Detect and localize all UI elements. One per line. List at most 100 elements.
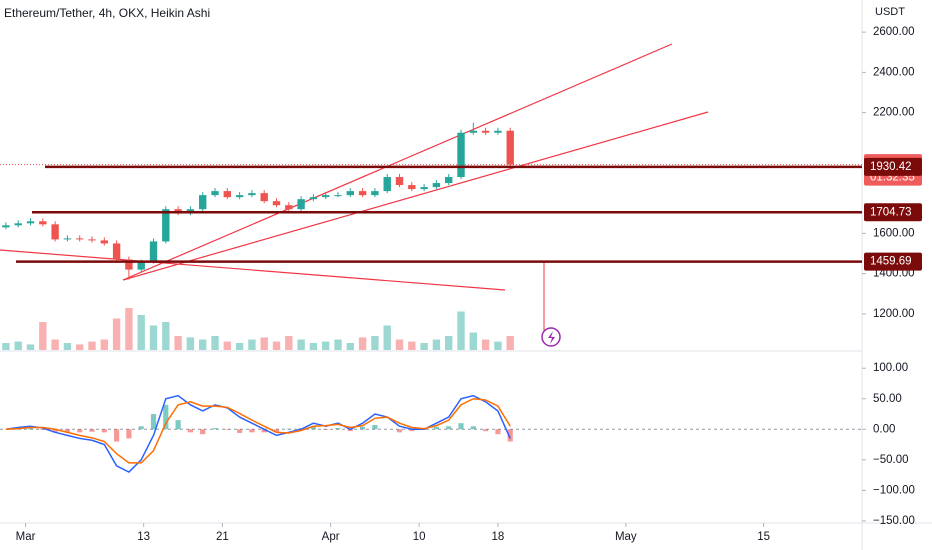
volume-bar bbox=[481, 339, 490, 350]
histogram-bar bbox=[212, 428, 218, 430]
volume-bar bbox=[506, 336, 514, 350]
level-label-box bbox=[864, 157, 922, 176]
trend-line bbox=[122, 43, 673, 281]
histogram-bar bbox=[114, 429, 120, 442]
histogram-bar bbox=[187, 429, 193, 433]
candle-body bbox=[358, 191, 367, 196]
candle-body bbox=[346, 191, 355, 196]
volume-bar bbox=[76, 344, 84, 350]
level-label-box bbox=[864, 252, 922, 271]
candle-body bbox=[371, 191, 379, 196]
volume-bar bbox=[223, 341, 231, 350]
histogram-bar bbox=[175, 420, 181, 430]
volume-bar bbox=[137, 315, 145, 350]
histogram-bar bbox=[495, 429, 501, 435]
x-tick-label: 10 bbox=[413, 531, 426, 543]
volume-bar bbox=[100, 339, 108, 350]
candle-body bbox=[137, 261, 145, 270]
candle-body bbox=[112, 243, 121, 260]
volume-bar bbox=[408, 341, 416, 350]
volume-bar bbox=[248, 339, 256, 350]
histogram-bar bbox=[101, 429, 107, 433]
histogram-bar bbox=[286, 428, 292, 430]
y-tick-label: 1400.00 bbox=[873, 268, 915, 280]
candle-body bbox=[88, 239, 96, 241]
volume-bar bbox=[88, 341, 96, 350]
trend-line bbox=[0, 249, 506, 291]
histogram-bar bbox=[273, 429, 280, 433]
candle-body bbox=[100, 240, 108, 244]
histogram-bar bbox=[52, 429, 58, 433]
y-tick-label: −50.00 bbox=[873, 454, 909, 466]
x-tick-label: 18 bbox=[492, 531, 505, 543]
y-tick-label: 1600.00 bbox=[873, 227, 915, 239]
volume-bar bbox=[445, 336, 453, 350]
candle-body bbox=[322, 195, 330, 198]
histogram-bar bbox=[126, 429, 132, 439]
candle-body bbox=[420, 187, 428, 190]
candle-body bbox=[469, 130, 478, 133]
candle-body bbox=[199, 195, 207, 210]
histogram-bar bbox=[396, 429, 403, 433]
candle-body bbox=[408, 185, 416, 190]
histogram-bar bbox=[249, 429, 255, 433]
histogram-bar bbox=[409, 429, 415, 432]
volume-bar bbox=[371, 336, 379, 350]
candle-body bbox=[395, 177, 404, 186]
histogram-bar bbox=[224, 429, 230, 430]
level-label: 1704.73 bbox=[870, 206, 912, 218]
volume-bar bbox=[174, 336, 182, 350]
candle-body bbox=[260, 193, 268, 202]
x-tick-label: 15 bbox=[757, 531, 770, 543]
histogram-bar bbox=[150, 414, 157, 430]
currency-label: USDT bbox=[875, 6, 905, 18]
volume-bar bbox=[260, 337, 268, 350]
candle-body bbox=[51, 224, 59, 240]
x-tick-label: Mar bbox=[16, 531, 36, 543]
candle-body bbox=[14, 223, 22, 226]
candle-body bbox=[248, 193, 256, 196]
volume-bar bbox=[309, 343, 318, 350]
candle-body bbox=[481, 130, 490, 133]
histogram-bar bbox=[310, 426, 316, 430]
volume-bar bbox=[395, 339, 404, 350]
volume-bar bbox=[186, 337, 195, 350]
histogram-bar bbox=[507, 429, 513, 442]
histogram-bar bbox=[347, 429, 353, 432]
candle-body bbox=[506, 130, 514, 165]
histogram-bar bbox=[470, 426, 476, 430]
volume-bar bbox=[346, 343, 355, 350]
level-label: 1930.42 bbox=[870, 161, 912, 173]
volume-bar bbox=[149, 325, 158, 350]
candle-body bbox=[39, 221, 47, 225]
x-tick-label: 21 bbox=[216, 531, 229, 543]
candle-body bbox=[125, 259, 133, 270]
volume-bar bbox=[2, 343, 10, 350]
histogram-bar bbox=[458, 423, 464, 430]
histogram-bar bbox=[446, 426, 452, 430]
volume-bar bbox=[63, 343, 72, 350]
histogram-bar bbox=[433, 426, 439, 430]
candle-body bbox=[432, 183, 441, 188]
volume-bar bbox=[494, 341, 502, 350]
histogram-bar bbox=[360, 426, 366, 430]
histogram-bar bbox=[237, 429, 243, 433]
histogram-bar bbox=[77, 429, 83, 433]
trend-line bbox=[122, 111, 709, 281]
candle-body bbox=[2, 225, 10, 228]
volume-bar bbox=[432, 339, 441, 350]
candle-body bbox=[149, 241, 158, 262]
volume-bar bbox=[285, 336, 293, 350]
chart-title: Ethereum/Tether, 4h, OKX, Heikin Ashi bbox=[4, 6, 210, 20]
volume-bar bbox=[162, 322, 170, 350]
histogram-bar bbox=[372, 425, 378, 430]
histogram-bar bbox=[200, 429, 206, 435]
histogram-bar bbox=[483, 429, 489, 432]
volume-bar bbox=[199, 339, 207, 350]
volume-bar bbox=[211, 336, 219, 350]
histogram-bar bbox=[163, 404, 169, 430]
y-tick-label: 2400.00 bbox=[873, 66, 915, 78]
